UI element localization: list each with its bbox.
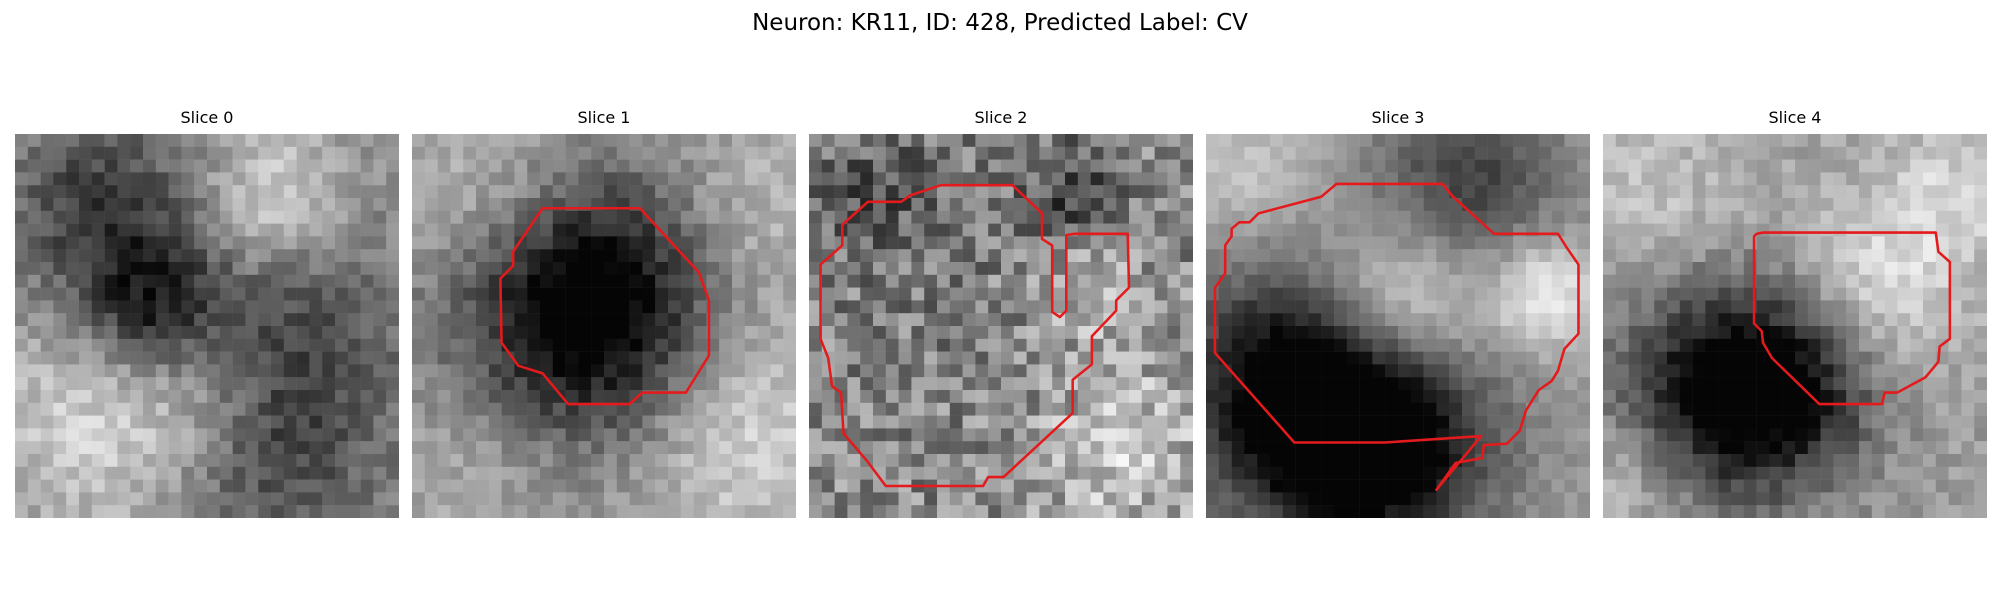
- roi-contour: [499, 206, 711, 406]
- slice-image-0: [15, 134, 399, 518]
- slice-title-4: Slice 4: [1768, 108, 1822, 127]
- roi-contour: [1213, 182, 1580, 492]
- roi-contour: [1752, 231, 1952, 406]
- slice-image-3: [1206, 134, 1590, 518]
- slice-title-0: Slice 0: [180, 108, 234, 127]
- slice-title-3: Slice 3: [1371, 108, 1425, 127]
- slice-title-1: Slice 1: [577, 108, 631, 127]
- slice-image-4: [1603, 134, 1987, 518]
- figure-title: Neuron: KR11, ID: 428, Predicted Label: …: [752, 10, 1248, 36]
- slice-image-2: [809, 134, 1193, 518]
- slice-title-2: Slice 2: [974, 108, 1028, 127]
- roi-contour: [819, 183, 1131, 488]
- slice-image-1: [412, 134, 796, 518]
